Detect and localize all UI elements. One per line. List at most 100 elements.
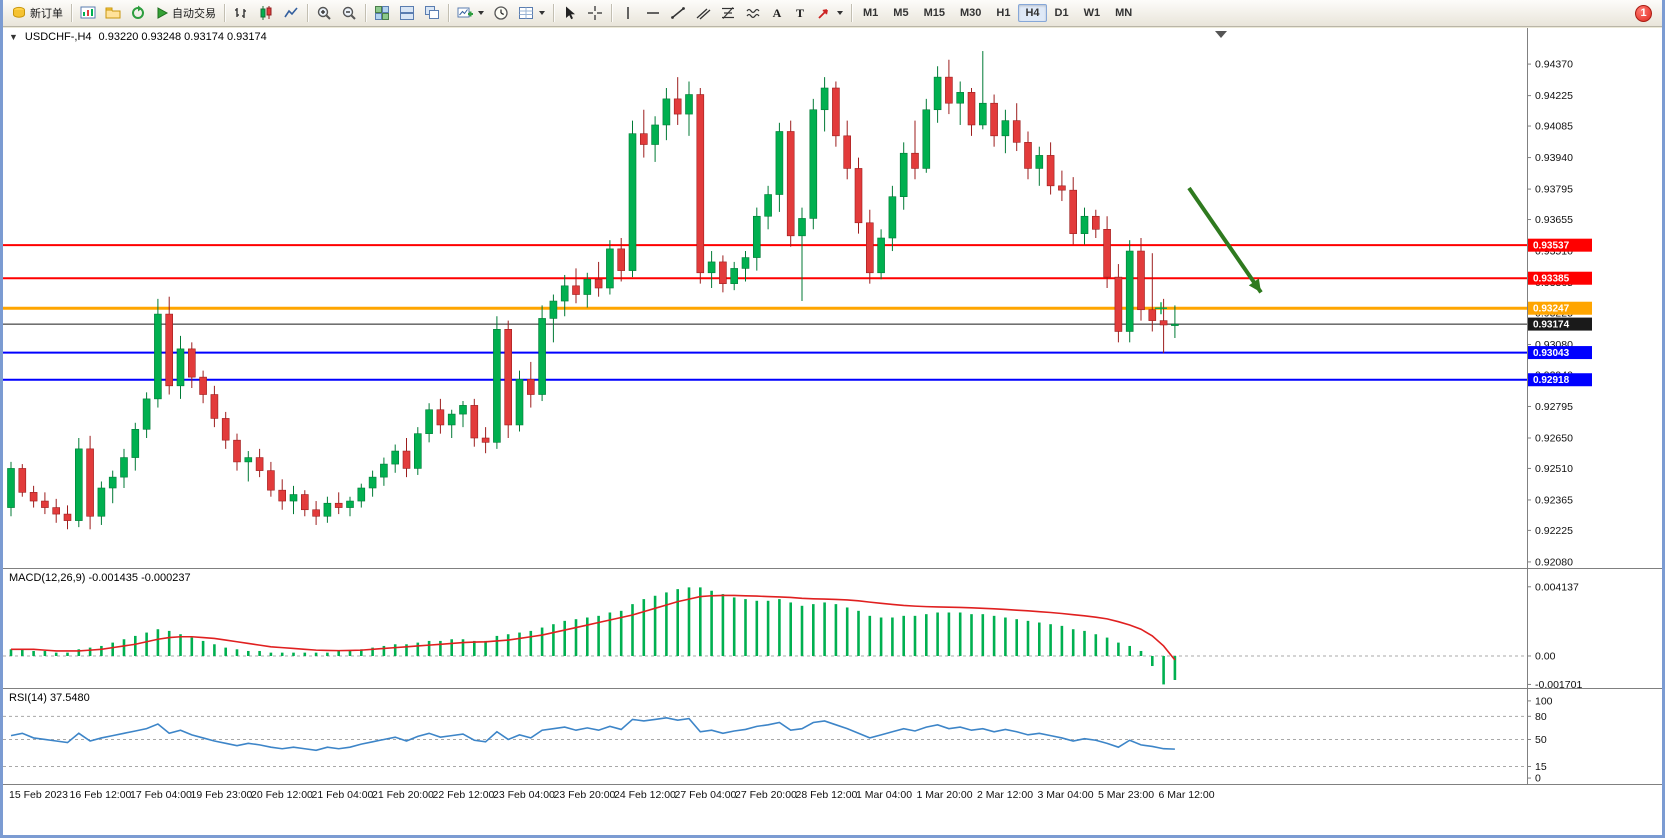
tile-grid-icon [374, 5, 390, 21]
cursor-icon [562, 5, 578, 21]
cascade-windows-button[interactable] [420, 2, 444, 24]
collapse-arrow-icon[interactable]: ▼ [9, 32, 18, 42]
cursor-tool-button[interactable] [558, 2, 582, 24]
waves-icon [745, 5, 761, 21]
label-tool-icon: T [795, 6, 804, 20]
svg-text:0.92365: 0.92365 [1535, 494, 1573, 506]
svg-text:5 Mar 23:00: 5 Mar 23:00 [1098, 789, 1154, 801]
svg-text:3 Mar 04:00: 3 Mar 04:00 [1038, 789, 1094, 801]
chart-window-icon [80, 5, 96, 21]
timeframe-m30-button[interactable]: M30 [959, 7, 982, 19]
candlestick-mode-button[interactable] [254, 2, 278, 24]
chart-ohlc-values: 0.93220 0.93248 0.93174 0.93174 [98, 31, 267, 43]
svg-text:0.00: 0.00 [1535, 650, 1556, 662]
new-chart-plus-icon [457, 5, 473, 21]
svg-text:2 Mar 12:00: 2 Mar 12:00 [977, 789, 1033, 801]
zoom-in-button[interactable] [312, 2, 336, 24]
refresh-button[interactable] [126, 2, 150, 24]
notification-badge[interactable]: 1 [1635, 4, 1652, 22]
svg-text:0.94225: 0.94225 [1535, 90, 1573, 102]
timeframe-m15-button[interactable]: M15 [923, 7, 945, 19]
svg-text:0.004137: 0.004137 [1535, 581, 1579, 593]
svg-text:0.93043: 0.93043 [1533, 348, 1570, 359]
timeframe-m1-button[interactable]: M1 [863, 7, 879, 19]
dropdown-arrow-icon [837, 11, 843, 15]
svg-text:1 Mar 20:00: 1 Mar 20:00 [917, 789, 973, 801]
svg-text:0.92650: 0.92650 [1535, 433, 1573, 445]
cascade-windows-icon [424, 5, 440, 21]
chart-symbol-timeframe: USDCHF-,H4 [24, 31, 92, 43]
template-icon [518, 5, 534, 21]
clock-icon [493, 5, 509, 21]
separator [448, 4, 449, 22]
profiles-button[interactable] [101, 2, 125, 24]
price-chart[interactable]: 0.94370 0.94225 0.94085 0.93940 0.93795 0.936… [3, 28, 1662, 806]
timeframe-h1-button[interactable]: H1 [996, 7, 1011, 19]
new-order-label: 新订单 [30, 8, 63, 20]
autotrading-button[interactable]: 自动交易 [151, 2, 220, 24]
crosshair-icon [587, 5, 603, 21]
play-icon [155, 6, 169, 20]
crosshair-tool-button[interactable] [583, 2, 607, 24]
timeframe-mn-button[interactable]: MN [1115, 7, 1133, 19]
separator [553, 4, 554, 22]
svg-text:0.93385: 0.93385 [1533, 274, 1570, 285]
timeframe-d1-button[interactable]: D1 [1054, 7, 1069, 19]
trendline-tool-button[interactable] [666, 2, 690, 24]
main-toolbar: 新订单 自动交易 A T [3, 0, 1662, 27]
line-chart-icon [283, 5, 299, 21]
line-chart-mode-button[interactable] [279, 2, 303, 24]
horizontal-line-tool-button[interactable] [641, 2, 665, 24]
separator [224, 4, 225, 22]
svg-text:0.94085: 0.94085 [1535, 121, 1573, 133]
svg-text:100: 100 [1535, 695, 1553, 707]
zoom-in-icon [316, 5, 332, 21]
ohlc-bars-icon [233, 5, 249, 21]
svg-text:0.92510: 0.92510 [1535, 463, 1573, 475]
channel-icon [695, 5, 711, 21]
period-button[interactable] [489, 2, 513, 24]
bar-chart-mode-button[interactable] [229, 2, 253, 24]
separator [851, 4, 852, 22]
svg-text:0: 0 [1535, 773, 1541, 785]
waves-tool-button[interactable] [741, 2, 765, 24]
template-button[interactable] [514, 2, 549, 24]
svg-text:0.93537: 0.93537 [1533, 241, 1570, 252]
timeframe-h4-button[interactable]: H4 [1018, 4, 1047, 22]
arrows-tool-button[interactable] [812, 2, 847, 24]
zoom-out-icon [341, 5, 357, 21]
channel-tool-button[interactable] [691, 2, 715, 24]
svg-text:0.94370: 0.94370 [1535, 59, 1573, 71]
timeframe-w1-button[interactable]: W1 [1083, 7, 1101, 19]
fibonacci-tool-button[interactable] [716, 2, 740, 24]
arrow-shape-icon [816, 5, 832, 21]
svg-text:22 Feb 12:00: 22 Feb 12:00 [433, 789, 495, 801]
new-chart-button[interactable] [453, 2, 488, 24]
charts-button[interactable] [76, 2, 100, 24]
tile-grid-button[interactable] [370, 2, 394, 24]
svg-text:21 Feb 04:00: 21 Feb 04:00 [312, 789, 374, 801]
svg-text:23 Feb 04:00: 23 Feb 04:00 [493, 789, 555, 801]
new-order-button[interactable]: 新订单 [7, 2, 67, 24]
zoom-out-button[interactable] [337, 2, 361, 24]
svg-text:15 Feb 2023: 15 Feb 2023 [9, 789, 68, 801]
svg-text:0.93940: 0.93940 [1535, 152, 1573, 164]
svg-text:23 Feb 20:00: 23 Feb 20:00 [554, 789, 616, 801]
macd-indicator-label: MACD(12,26,9) -0.001435 -0.000237 [9, 572, 191, 584]
svg-text:80: 80 [1535, 711, 1547, 723]
tile-windows-button[interactable] [395, 2, 419, 24]
tile-windows-icon [399, 5, 415, 21]
svg-text:27 Feb 20:00: 27 Feb 20:00 [735, 789, 797, 801]
new-order-icon [11, 5, 27, 21]
svg-text:17 Feb 04:00: 17 Feb 04:00 [130, 789, 192, 801]
label-tool-button[interactable]: T [789, 2, 811, 24]
text-tool-button[interactable]: A [766, 2, 788, 24]
vertical-line-tool-button[interactable] [616, 2, 640, 24]
svg-text:0.93174: 0.93174 [1533, 320, 1570, 331]
timeframe-m5-button[interactable]: M5 [893, 7, 909, 19]
separator [611, 4, 612, 22]
svg-text:15: 15 [1535, 761, 1547, 773]
separator [71, 4, 72, 22]
svg-text:19 Feb 23:00: 19 Feb 23:00 [191, 789, 253, 801]
